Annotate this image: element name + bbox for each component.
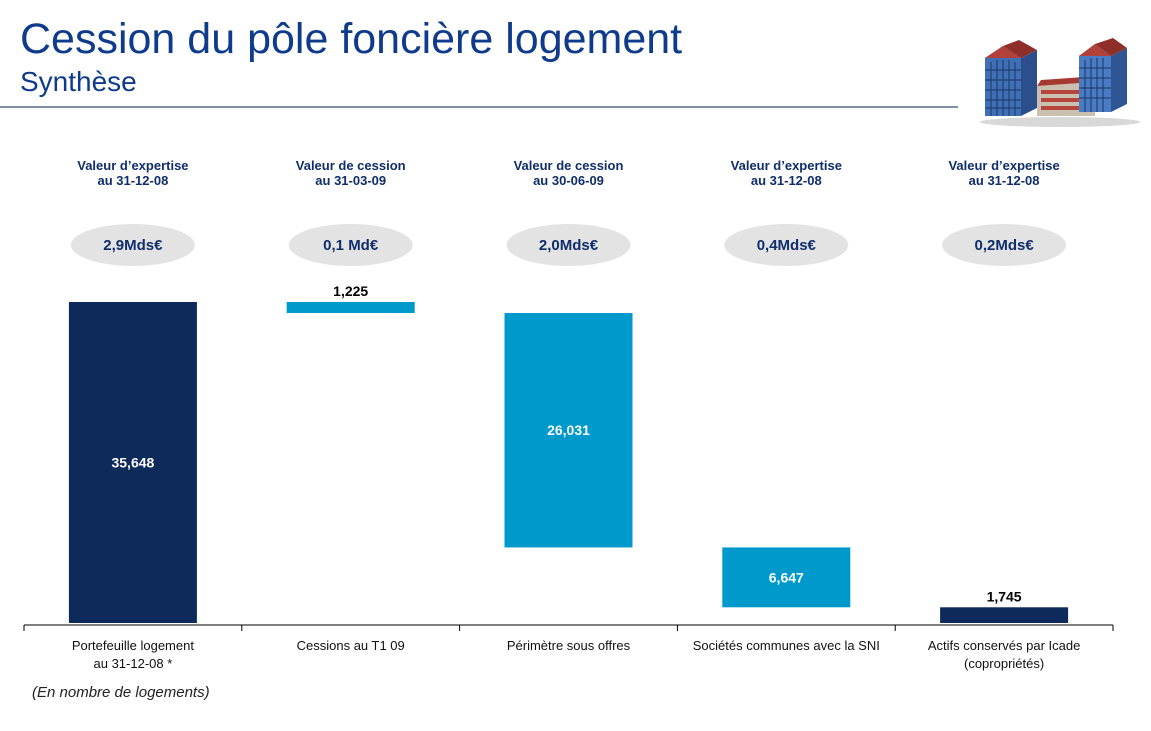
- bar-1: [68, 302, 197, 623]
- column-header-2-line-1: Valeur de cession: [296, 158, 406, 173]
- category-label-1-line-2: au 31-12-08 *: [94, 656, 173, 671]
- category-label-5-line-2: (copropriétés): [964, 656, 1044, 671]
- value-pill-2: [288, 224, 413, 266]
- value-pill-text-4: 0,4Mds€: [757, 237, 817, 254]
- category-label-3-line-1: Périmètre sous offres: [507, 638, 631, 653]
- column-header-2-line-2: au 31-03-09: [315, 173, 386, 188]
- bar-5: [940, 607, 1069, 623]
- bar-value-label-2: 1,225: [333, 283, 368, 299]
- value-pill-5: [942, 224, 1067, 266]
- page-title: Cession du pôle foncière logement: [20, 15, 683, 63]
- building-illustration-icon: [980, 38, 1140, 127]
- value-pill-text-5: 0,2Mds€: [974, 237, 1034, 254]
- bar-value-label-4: 6,647: [769, 569, 804, 585]
- bar-value-label-3: 26,031: [547, 422, 590, 438]
- column-header-4-line-1: Valeur d’expertise: [731, 158, 842, 173]
- value-pill-4: [724, 224, 849, 266]
- column-header-1-line-2: au 31-12-08: [97, 173, 168, 188]
- category-label-1-line-1: Portefeuille logement: [72, 638, 195, 653]
- bar-4: [722, 547, 851, 608]
- page-subtitle: Synthèse: [20, 66, 137, 97]
- value-pill-text-3: 2,0Mds€: [539, 237, 599, 254]
- bar-value-label-5: 1,745: [987, 588, 1022, 604]
- value-pill-1: [70, 224, 195, 266]
- bar-2: [286, 302, 415, 314]
- category-label-5-line-1: Actifs conservés par Icade: [928, 638, 1080, 653]
- category-label-2-line-1: Cessions au T1 09: [297, 638, 405, 653]
- category-label-4-line-1: Sociétés communes avec la SNI: [693, 638, 880, 653]
- value-pill-3: [506, 224, 631, 266]
- column-header-4-line-2: au 31-12-08: [751, 173, 822, 188]
- value-pill-text-2: 0,1 Md€: [323, 237, 379, 254]
- column-header-5-line-1: Valeur d’expertise: [948, 158, 1059, 173]
- column-header-3-line-1: Valeur de cession: [514, 158, 624, 173]
- header-divider: [0, 106, 958, 108]
- column-header-1-line-1: Valeur d’expertise: [77, 158, 188, 173]
- column-header-3-line-2: au 30-06-09: [533, 173, 604, 188]
- bar-value-label-1: 35,648: [111, 455, 154, 471]
- bar-3: [504, 313, 633, 548]
- column-header-5-line-2: au 31-12-08: [969, 173, 1040, 188]
- value-pill-text-1: 2,9Mds€: [103, 237, 163, 254]
- footnote: (En nombre de logements): [32, 684, 210, 701]
